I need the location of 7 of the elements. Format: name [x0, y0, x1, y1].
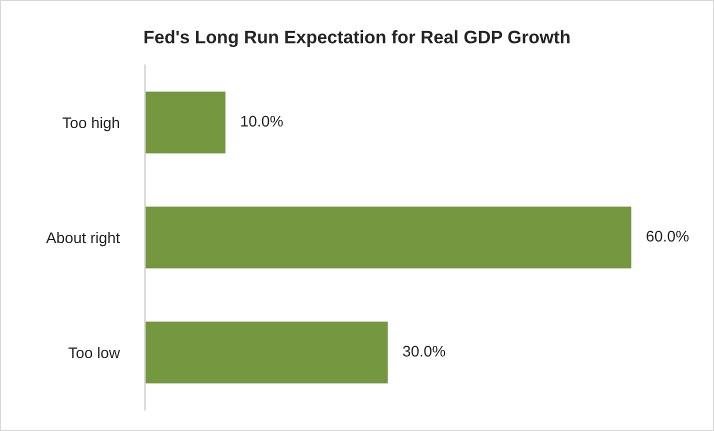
data-label: 10.0% — [241, 116, 283, 127]
data-label: 30.0% — [402, 346, 446, 357]
data-label: 60.0% — [646, 230, 689, 242]
y-tick-label: Too high — [62, 116, 120, 132]
chart-title: Fed's Long Run Expectation for Real GDP Growth — [144, 30, 570, 48]
y-tick-label: About right — [46, 232, 120, 246]
y-tick-label: Too low — [68, 346, 120, 358]
